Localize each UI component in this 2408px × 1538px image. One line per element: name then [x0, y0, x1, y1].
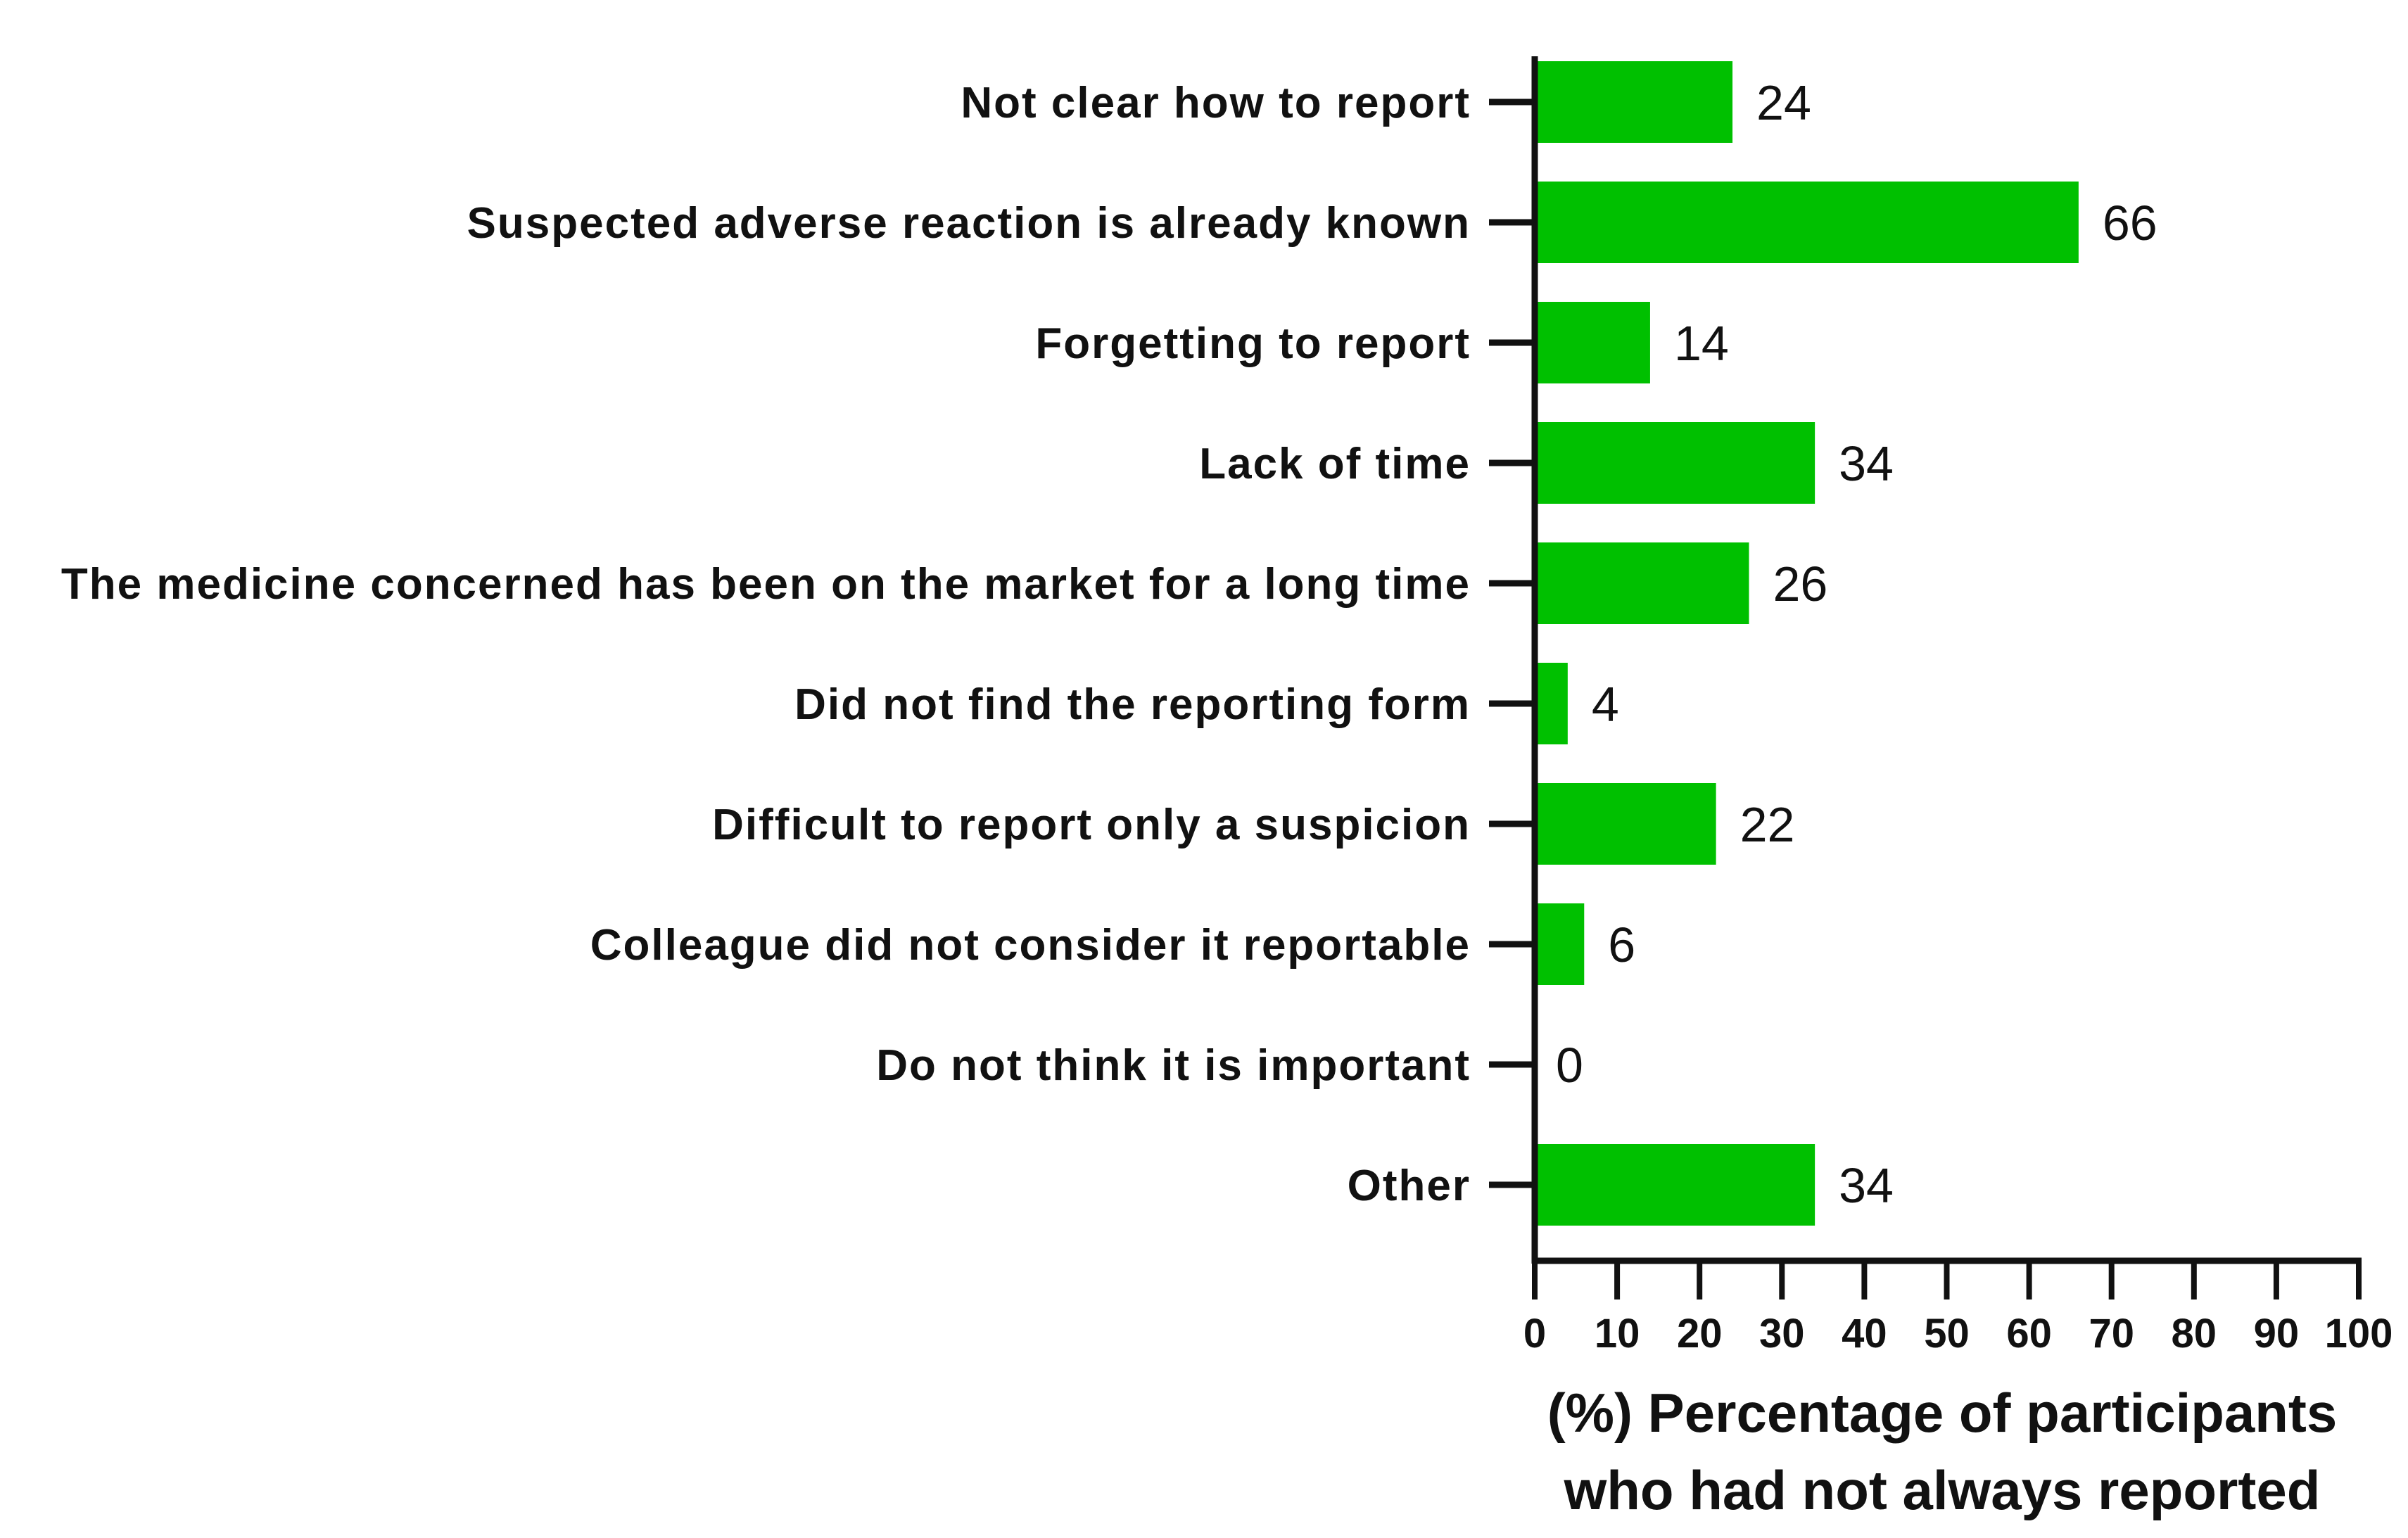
bar-value-label: 34 — [1839, 1158, 1894, 1213]
x-axis-title-line-1: (%) Percentage of participants — [1547, 1382, 2338, 1444]
category-label: Did not find the reporting form — [794, 680, 1471, 729]
x-tick-label: 100 — [2325, 1311, 2393, 1356]
bar — [1537, 422, 1815, 504]
x-tick-label: 50 — [1924, 1311, 1970, 1356]
bar-value-label: 6 — [1608, 917, 1635, 972]
value-labels-group: 24 66 14 34 26 4 22 6 0 34 — [1556, 75, 2157, 1213]
bar — [1537, 663, 1568, 744]
bar — [1537, 903, 1585, 985]
category-label: Do not think it is important — [876, 1041, 1471, 1090]
bar-value-label: 34 — [1839, 436, 1894, 491]
category-label: Suspected adverse reaction is already kn… — [467, 199, 1471, 248]
x-axis-title-line-2: who had not always reported — [1564, 1459, 2321, 1521]
category-labels-group: Not clear how to report Suspected adverse… — [61, 79, 1471, 1210]
category-label: Colleague did not consider it reportable — [590, 921, 1471, 970]
x-tick-label: 40 — [1842, 1311, 1887, 1356]
bar — [1537, 182, 2079, 263]
bar — [1537, 1144, 1815, 1226]
bar-value-label: 66 — [2103, 196, 2157, 250]
bar — [1537, 61, 1733, 143]
category-label: The medicine concerned has been on the m… — [61, 560, 1471, 609]
x-tick-label: 80 — [2172, 1311, 2217, 1356]
bar-value-label: 4 — [1592, 677, 1619, 732]
bar — [1537, 302, 1650, 383]
x-axis: 0 10 20 30 40 50 60 70 80 90 100 — [1523, 1257, 2393, 1356]
x-tick-label: 60 — [2006, 1311, 2052, 1356]
bar — [1537, 783, 1716, 865]
category-label: Lack of time — [1199, 440, 1471, 488]
bar-value-label: 0 — [1556, 1038, 1583, 1093]
bar-value-label: 14 — [1674, 316, 1729, 371]
category-label: Difficult to report only a suspicion — [712, 801, 1471, 849]
bars-group — [1537, 61, 2079, 1226]
bar-value-label: 24 — [1756, 75, 1811, 130]
bar — [1537, 542, 1749, 624]
x-tick-label: 20 — [1677, 1311, 1723, 1356]
x-tick-label: 30 — [1759, 1311, 1805, 1356]
category-label: Not clear how to report — [961, 79, 1471, 127]
x-tick-label: 10 — [1595, 1311, 1640, 1356]
x-tick-label: 70 — [2089, 1311, 2134, 1356]
bar-value-label: 26 — [1773, 557, 1827, 611]
x-tick-label: 0 — [1523, 1311, 1546, 1356]
category-label: Other — [1348, 1162, 1471, 1210]
category-label: Forgetting to report — [1035, 319, 1471, 368]
bar-value-label: 22 — [1740, 797, 1795, 852]
y-axis — [1489, 56, 1538, 1264]
x-tick-label: 90 — [2254, 1311, 2300, 1356]
